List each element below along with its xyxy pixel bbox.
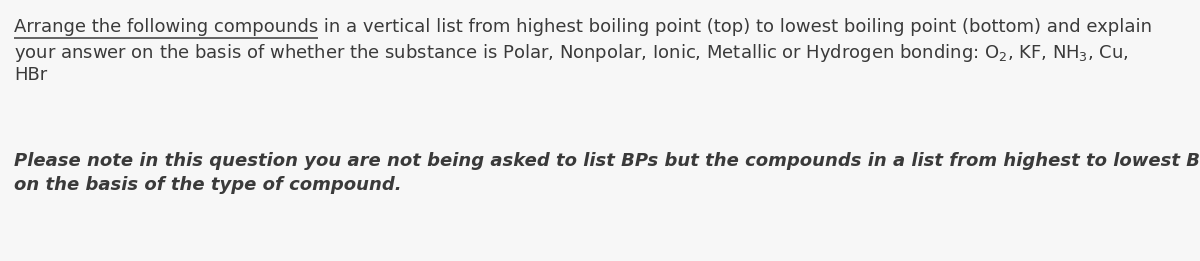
Text: HBr: HBr [14,66,47,84]
Text: on the basis of the type of compound.: on the basis of the type of compound. [14,176,402,194]
Text: Please note in this question you are not being asked to list BPs but the compoun: Please note in this question you are not… [14,152,1200,170]
Text: your answer on the basis of whether the substance is Polar, Nonpolar, Ionic, Met: your answer on the basis of whether the … [14,42,1129,64]
Text: Arrange the following compounds: Arrange the following compounds [14,18,318,36]
Text: in a vertical list from highest boiling point (top) to lowest boiling point (bot: in a vertical list from highest boiling … [318,18,1152,36]
